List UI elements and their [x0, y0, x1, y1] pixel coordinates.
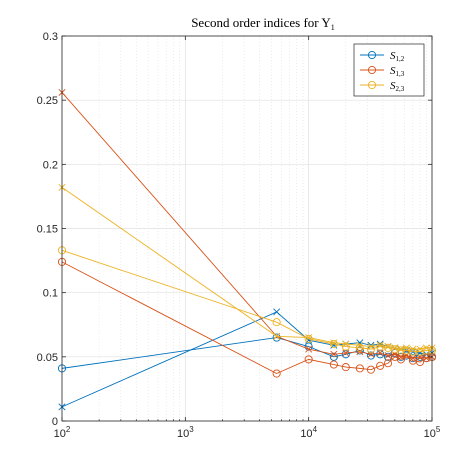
x-tick-label-base: 10 — [54, 428, 66, 440]
data-point — [329, 352, 338, 361]
data-point — [409, 354, 417, 362]
y-tick-label: 0 — [52, 416, 58, 428]
x-tick-label-exponent: 4 — [313, 425, 318, 434]
data-point — [366, 345, 376, 354]
legend-label: S2,3 — [390, 80, 405, 93]
legend-marker — [367, 50, 377, 60]
legend-entry-s23: S2,3 — [360, 80, 405, 93]
chart-title-text: Second order indices for Y — [191, 15, 331, 30]
data-point — [376, 342, 385, 351]
legend-label-base: S — [390, 80, 396, 92]
x-tick-label: 103 — [177, 425, 194, 440]
legend-label-subscript: 2,3 — [396, 85, 405, 93]
legend-marker — [367, 65, 377, 75]
data-point — [396, 355, 405, 364]
data-point — [341, 350, 350, 359]
data-point — [422, 354, 430, 362]
data-point — [390, 345, 399, 354]
data-point — [355, 343, 364, 352]
data-point — [376, 349, 384, 357]
data-point — [305, 334, 313, 342]
data-point — [330, 339, 338, 347]
data-point — [376, 341, 384, 349]
data-point — [415, 347, 425, 356]
legend-label-base: S — [390, 50, 396, 62]
legend-entry-s12: S1,2 — [360, 50, 405, 63]
x-tick-label-exponent: 5 — [436, 425, 441, 434]
legend-label-subscript: 1,3 — [396, 70, 405, 78]
y-tick-label: 0.15 — [37, 224, 58, 236]
data-point — [329, 339, 338, 349]
data-point — [366, 351, 376, 360]
x-tick-label: 104 — [300, 425, 317, 440]
data-point — [342, 349, 350, 357]
y-tick-label: 0.2 — [43, 159, 58, 171]
data-point — [397, 353, 405, 361]
legend-marker — [367, 80, 377, 90]
data-point — [272, 369, 281, 378]
data-point — [330, 350, 338, 358]
data-point — [329, 360, 338, 369]
data-point — [304, 334, 313, 343]
data-point — [342, 340, 350, 348]
data-point — [402, 344, 410, 352]
data-point — [366, 365, 376, 374]
chart-title-subscript: 1 — [331, 23, 335, 32]
y-tick-label: 0.1 — [43, 288, 58, 300]
data-point — [272, 318, 281, 327]
data-point — [341, 342, 350, 351]
legend-label-base: S — [390, 65, 396, 77]
data-point — [341, 363, 350, 372]
data-point — [376, 340, 384, 348]
data-point — [273, 308, 281, 316]
y-tick-label: 0.3 — [43, 31, 58, 43]
x-tick-label: 102 — [54, 425, 71, 440]
data-point — [304, 342, 313, 351]
x-tick-label-base: 10 — [177, 428, 189, 440]
data-point — [397, 345, 405, 353]
legend-label-subscript: 1,2 — [396, 55, 405, 63]
series-line — [61, 187, 432, 350]
y-tick-label: 0.25 — [37, 95, 58, 107]
data-point — [409, 345, 417, 353]
x-tick-label-base: 10 — [424, 428, 436, 440]
data-point — [356, 341, 364, 349]
data-point — [305, 345, 313, 353]
data-point — [273, 332, 281, 340]
data-point — [376, 361, 385, 370]
legend-label: S1,2 — [390, 50, 405, 63]
y-tick-label: 0.05 — [37, 352, 58, 364]
data-point — [422, 344, 430, 352]
series-line — [61, 92, 433, 359]
x-tick-label-exponent: 3 — [189, 425, 194, 434]
data-point — [416, 345, 424, 353]
legend: S1,2S1,3S2,3 — [353, 43, 425, 97]
x-tick-label: 105 — [424, 425, 441, 440]
data-point — [391, 344, 399, 352]
data-point — [384, 343, 392, 351]
data-point — [355, 346, 364, 355]
legend-entry-s13: S1,3 — [360, 65, 405, 78]
data-point — [415, 357, 425, 367]
chart-title: Second order indices for Y1 — [191, 15, 335, 32]
data-point — [367, 343, 375, 351]
data-point — [304, 355, 313, 364]
x-tick-label-base: 10 — [300, 428, 312, 440]
series-s13-circle — [57, 257, 437, 378]
x-tick-label-exponent: 2 — [66, 425, 71, 434]
data-point — [383, 359, 393, 368]
data-point — [384, 352, 392, 360]
data-point — [355, 364, 364, 373]
series-layer — [57, 88, 437, 411]
data-point — [422, 354, 431, 363]
legend-label: S1,3 — [390, 65, 405, 78]
